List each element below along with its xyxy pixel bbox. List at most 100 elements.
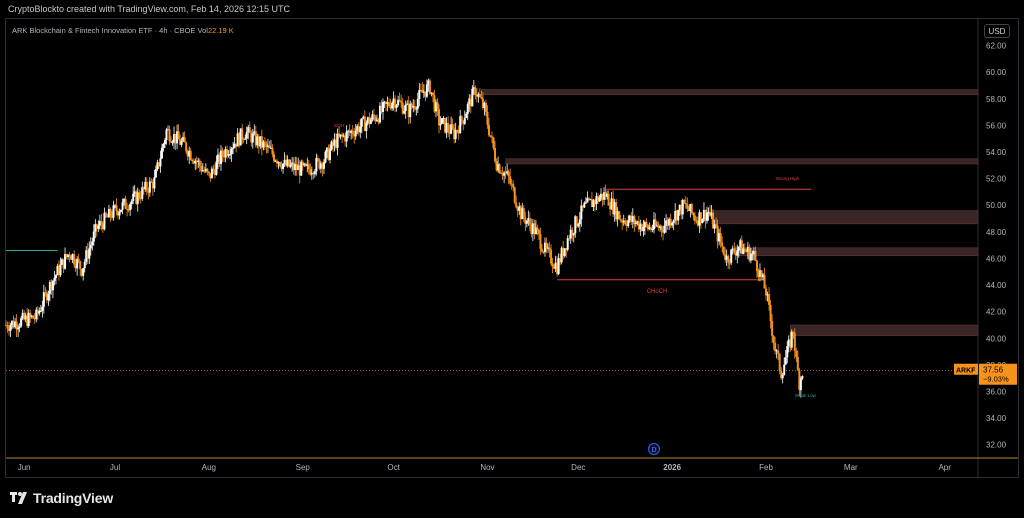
candle-body bbox=[492, 137, 495, 148]
candle-body bbox=[583, 202, 586, 208]
candle-body bbox=[348, 130, 351, 133]
candle-body bbox=[662, 230, 665, 233]
candle-body bbox=[157, 162, 160, 167]
candle-body bbox=[51, 280, 54, 291]
candle-body bbox=[104, 212, 107, 217]
candle-body bbox=[223, 155, 226, 158]
tradingview-brand[interactable]: TradingView bbox=[10, 490, 113, 506]
candle-body bbox=[277, 162, 280, 164]
candle-body bbox=[404, 104, 407, 112]
candle-body bbox=[109, 208, 112, 217]
candle-body bbox=[789, 339, 792, 348]
x-tick-label: Jun bbox=[18, 463, 31, 472]
candles bbox=[5, 78, 804, 398]
candle-body bbox=[554, 262, 557, 269]
candle-body bbox=[660, 226, 663, 231]
candle-body bbox=[749, 254, 752, 261]
dividend-marker-icon[interactable] bbox=[648, 443, 660, 455]
y-tick-label: 32.00 bbox=[986, 441, 1007, 450]
candle-body bbox=[439, 123, 442, 126]
candle-body bbox=[755, 260, 758, 272]
candle-body bbox=[112, 205, 115, 218]
candle-body bbox=[715, 224, 718, 226]
candle-body bbox=[332, 141, 335, 146]
candle-body bbox=[62, 259, 65, 269]
candle-body bbox=[616, 211, 619, 220]
candle-body bbox=[739, 240, 742, 247]
candle-body bbox=[486, 111, 489, 125]
candle-body bbox=[740, 240, 743, 254]
supply-zone[interactable] bbox=[505, 158, 979, 165]
candle-body bbox=[460, 116, 463, 121]
y-tick-label: 52.00 bbox=[986, 175, 1007, 184]
last-price-tag[interactable] bbox=[979, 363, 1017, 385]
candle-body bbox=[354, 130, 357, 137]
candle-body bbox=[548, 247, 551, 250]
candle-body bbox=[503, 172, 506, 176]
candle-body bbox=[20, 318, 23, 327]
candle-body bbox=[718, 233, 721, 242]
candle-body bbox=[380, 105, 383, 112]
candle-body bbox=[533, 223, 536, 235]
candle-body bbox=[774, 342, 777, 351]
candle-body bbox=[388, 102, 391, 107]
candle-body bbox=[427, 80, 430, 85]
supply-zone[interactable] bbox=[481, 89, 979, 96]
supply-zone[interactable] bbox=[711, 210, 979, 225]
currency-button[interactable]: USD bbox=[984, 24, 1010, 38]
candle-body bbox=[509, 176, 512, 184]
supply-zone[interactable] bbox=[735, 247, 979, 257]
candle-body bbox=[481, 98, 484, 108]
candle-body bbox=[76, 258, 79, 269]
candle-body bbox=[238, 133, 241, 146]
candle-body bbox=[793, 333, 796, 352]
chart-credit: CryptoBlockto created with TradingView.c… bbox=[8, 4, 290, 14]
candle-body bbox=[627, 220, 630, 227]
candle-body bbox=[65, 254, 68, 257]
candle-body bbox=[713, 224, 716, 229]
candle-body bbox=[630, 215, 633, 222]
candle-body bbox=[752, 251, 755, 254]
candle-body bbox=[386, 102, 389, 105]
candle-body bbox=[110, 216, 113, 218]
symbol-legend[interactable]: ARK Blockchain & Fintech Innovation ETF … bbox=[12, 26, 234, 35]
candle-body bbox=[242, 139, 245, 141]
last-price-change: −9.03% bbox=[983, 375, 1009, 384]
candle-body bbox=[707, 211, 710, 214]
candle-body bbox=[619, 219, 622, 221]
candle-body bbox=[313, 171, 316, 175]
candle-body bbox=[241, 128, 244, 140]
candle-body bbox=[444, 118, 447, 133]
candle-body bbox=[47, 293, 50, 301]
candle-body bbox=[335, 139, 338, 148]
candle-body bbox=[106, 216, 109, 218]
x-tick-label: Nov bbox=[480, 463, 494, 472]
candle-body bbox=[510, 183, 513, 185]
candle-body bbox=[618, 211, 621, 220]
candle-body bbox=[210, 168, 213, 179]
candle-body bbox=[692, 213, 695, 216]
candle-body bbox=[322, 162, 325, 169]
candle-body bbox=[8, 328, 11, 331]
candle-body bbox=[798, 370, 801, 391]
candle-body bbox=[575, 216, 578, 227]
candle-body bbox=[436, 102, 439, 110]
supply-zone[interactable] bbox=[790, 324, 979, 336]
candle-body bbox=[250, 132, 253, 143]
candle-body bbox=[381, 102, 384, 112]
candle-body bbox=[736, 250, 739, 256]
candle-body bbox=[724, 254, 727, 260]
candle-body bbox=[540, 248, 543, 252]
candle-body bbox=[229, 154, 232, 156]
y-tick-label: 34.00 bbox=[986, 414, 1007, 423]
candle-body bbox=[418, 89, 421, 100]
annotation-label: Weak Low bbox=[795, 393, 817, 398]
y-tick-label: 56.00 bbox=[986, 121, 1007, 130]
candle-body bbox=[571, 229, 574, 236]
candle-body bbox=[197, 160, 200, 162]
candle-body bbox=[693, 215, 696, 221]
candle-body bbox=[551, 263, 554, 267]
candle-body bbox=[54, 275, 57, 278]
candle-body bbox=[639, 224, 642, 230]
